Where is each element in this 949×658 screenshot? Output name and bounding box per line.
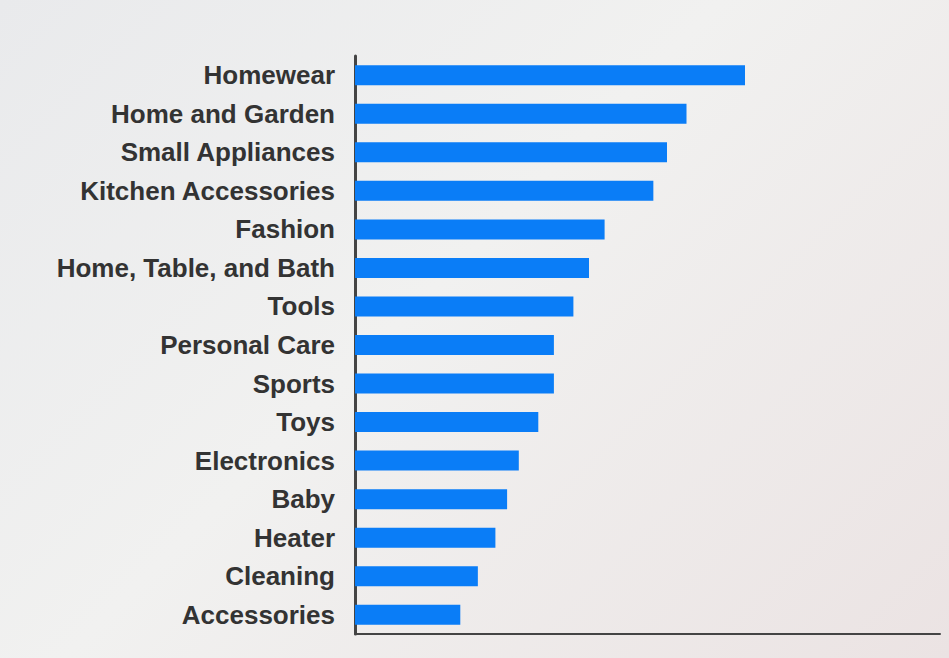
svg-text:Cleaning: Cleaning xyxy=(225,561,335,591)
svg-text:Toys: Toys xyxy=(276,407,335,437)
svg-text:Small Appliances: Small Appliances xyxy=(121,137,335,167)
svg-text:Personal Care: Personal Care xyxy=(160,330,335,360)
svg-text:Fashion: Fashion xyxy=(235,214,335,244)
svg-text:Sports: Sports xyxy=(253,369,335,399)
svg-text:Electronics: Electronics xyxy=(195,446,335,476)
svg-text:Heater: Heater xyxy=(254,523,335,553)
svg-text:Home and Garden: Home and Garden xyxy=(111,99,335,129)
svg-text:Accessories: Accessories xyxy=(182,600,335,630)
svg-text:Homewear: Homewear xyxy=(204,60,336,90)
svg-text:Home, Table, and Bath: Home, Table, and Bath xyxy=(57,253,335,283)
svg-text:Kitchen Accessories: Kitchen Accessories xyxy=(80,176,335,206)
svg-text:Baby: Baby xyxy=(271,484,335,514)
svg-text:Tools: Tools xyxy=(268,291,335,321)
